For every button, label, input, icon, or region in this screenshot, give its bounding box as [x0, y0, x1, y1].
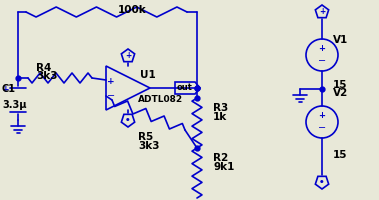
Text: 3k3: 3k3	[138, 141, 160, 151]
Text: +: +	[125, 51, 131, 60]
Text: 1k: 1k	[213, 112, 227, 122]
Text: 15: 15	[333, 150, 348, 160]
Text: −: −	[318, 56, 326, 66]
Text: out: out	[177, 84, 193, 92]
Text: C1: C1	[2, 84, 16, 94]
Text: +: +	[107, 76, 115, 86]
Text: 3k3: 3k3	[36, 71, 58, 81]
Text: V2: V2	[333, 88, 348, 98]
Text: U1: U1	[140, 70, 156, 80]
Text: −: −	[318, 123, 326, 133]
Text: R4: R4	[36, 63, 52, 73]
Text: 3.3μ: 3.3μ	[2, 100, 27, 110]
Text: 100k: 100k	[118, 5, 147, 15]
Text: ●: ●	[320, 180, 324, 184]
Text: V1: V1	[333, 35, 348, 45]
Text: +: +	[319, 7, 325, 17]
Text: 9k1: 9k1	[213, 162, 234, 172]
Text: +: +	[318, 111, 326, 120]
Text: +: +	[318, 44, 326, 53]
Text: R2: R2	[213, 153, 228, 163]
Text: −: −	[107, 91, 115, 101]
Text: R3: R3	[213, 103, 228, 113]
Text: +: +	[2, 86, 10, 95]
Text: ADTL082: ADTL082	[138, 95, 183, 104]
Text: 15: 15	[333, 80, 348, 90]
Text: ●: ●	[126, 118, 130, 122]
Text: R5: R5	[138, 132, 153, 142]
